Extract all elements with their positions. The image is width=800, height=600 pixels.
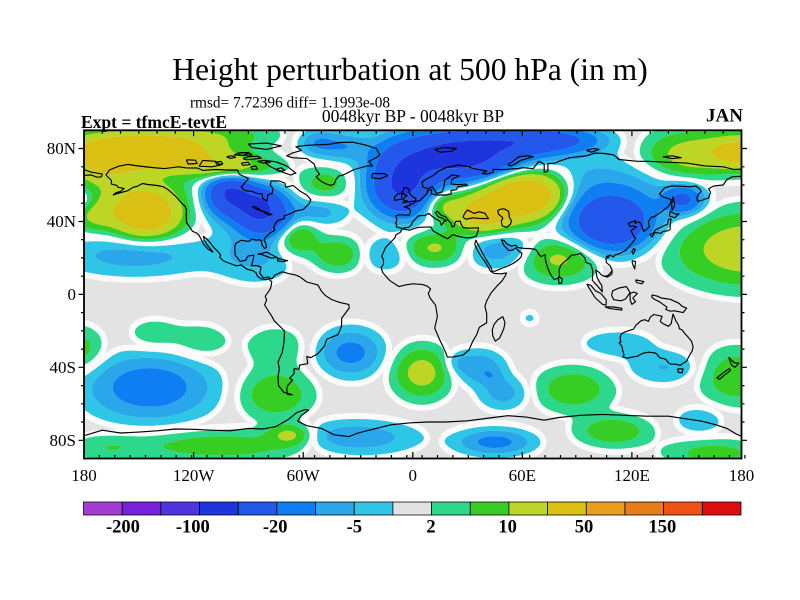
svg-text:50: 50 xyxy=(575,518,594,538)
svg-text:rmsd= 7.72396 diff= 1.1993e-08: rmsd= 7.72396 diff= 1.1993e-08 xyxy=(190,95,390,112)
svg-text:150: 150 xyxy=(649,518,677,538)
svg-text:60W: 60W xyxy=(287,466,321,485)
svg-text:-5: -5 xyxy=(347,518,362,538)
svg-text:-100: -100 xyxy=(176,518,210,538)
svg-text:10: 10 xyxy=(498,518,517,538)
svg-text:80N: 80N xyxy=(47,139,76,158)
svg-text:0048kyr BP - 0048kyr BP: 0048kyr BP - 0048kyr BP xyxy=(322,106,504,126)
svg-text:2: 2 xyxy=(426,518,435,538)
svg-text:40N: 40N xyxy=(47,212,76,231)
svg-text:0: 0 xyxy=(68,285,77,304)
svg-text:Height perturbation at 500 hPa: Height perturbation at 500 hPa (in m) xyxy=(172,52,648,87)
svg-text:40S: 40S xyxy=(50,358,76,377)
svg-text:80S: 80S xyxy=(50,431,76,450)
svg-text:120W: 120W xyxy=(173,466,216,485)
svg-text:-200: -200 xyxy=(106,518,140,538)
svg-text:60E: 60E xyxy=(509,466,536,485)
svg-text:JAN: JAN xyxy=(706,106,743,127)
svg-text:0: 0 xyxy=(409,466,418,485)
svg-text:-20: -20 xyxy=(263,518,288,538)
svg-text:120E: 120E xyxy=(614,466,650,485)
svg-text:Expt = tfmcE-tevtE: Expt = tfmcE-tevtE xyxy=(81,112,227,132)
svg-text:180: 180 xyxy=(71,466,97,485)
svg-text:180: 180 xyxy=(729,466,755,485)
